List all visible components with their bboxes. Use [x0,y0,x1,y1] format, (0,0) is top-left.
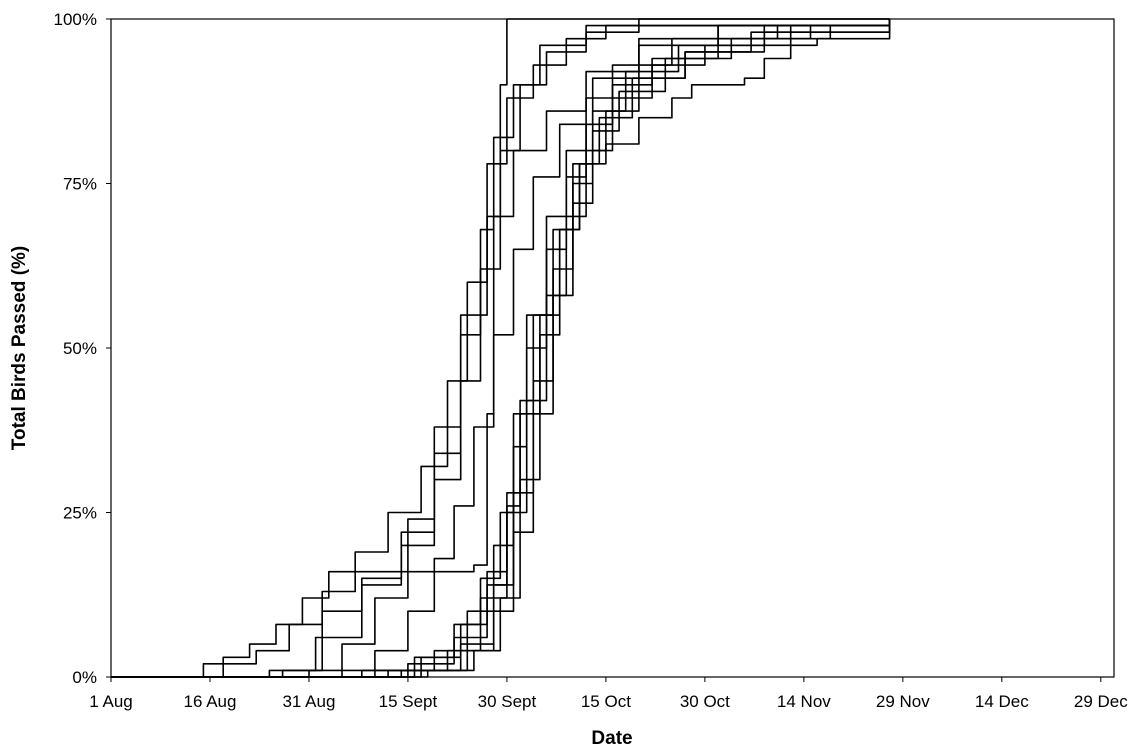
series-line-12 [111,19,891,678]
x-axis: 1 Aug 16 Aug 31 Aug 15 Sept 30 Sept 15 Oct 30 … [89,677,1128,711]
x-tick-label: 14 Dec [975,692,1029,711]
y-axis: 0% 25% 50% 75% 100% [54,10,111,687]
x-tick-label: 29 Dec [1074,692,1128,711]
x-tick-label: 15 Sept [379,692,438,711]
x-tick-label: 15 Oct [581,692,631,711]
x-tick-label: 16 Aug [184,692,237,711]
y-tick-label: 0% [72,668,97,687]
x-axis-title: Date [591,728,632,749]
y-tick-label: 25% [63,504,97,523]
x-tick-label: 14 Nov [777,692,831,711]
y-tick-label: 100% [54,10,97,29]
x-tick-label: 30 Oct [680,692,730,711]
x-tick-label: 29 Nov [876,692,930,711]
series-line-14 [111,19,891,678]
series-group [111,18,891,678]
y-axis-title: Total Birds Passed (%) [9,246,30,450]
x-tick-label: 1 Aug [89,692,133,711]
series-line-8 [111,19,891,678]
x-tick-label: 31 Aug [282,692,335,711]
x-tick-label: 30 Sept [478,692,537,711]
y-tick-label: 50% [63,339,97,358]
y-tick-label: 75% [63,175,97,194]
series-line-6 [111,19,891,678]
